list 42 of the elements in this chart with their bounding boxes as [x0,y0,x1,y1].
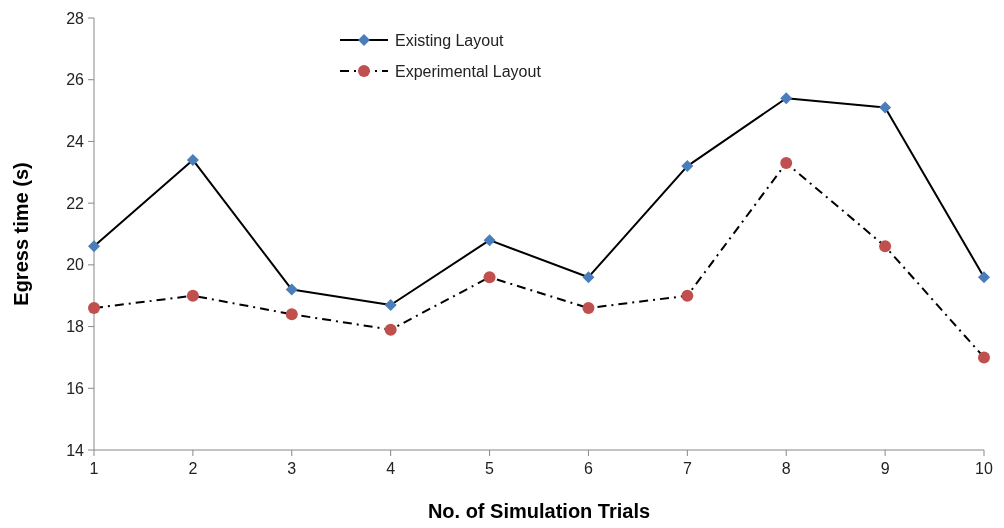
point [582,302,595,315]
point [582,271,595,284]
x-tick-label: 10 [975,460,993,477]
point [879,101,892,114]
y-tick-label: 28 [66,9,85,27]
point [88,240,100,253]
point [681,160,694,173]
point [483,234,496,247]
point [978,271,990,284]
y-tick-label: 20 [66,256,85,274]
point [285,283,298,296]
x-tick-label: 1 [89,460,99,477]
point [384,298,397,311]
legend-label: Experimental Layout [395,62,542,80]
point [879,240,892,253]
point [384,323,397,336]
point [186,153,199,166]
y-tick-label: 26 [66,71,85,89]
y-axis-title: Egress time (s) [10,162,32,306]
x-tick-label: 5 [485,460,495,477]
point [88,302,100,315]
x-tick-label: 6 [583,460,593,477]
point [681,289,694,302]
legend-label: Existing Layout [395,31,505,49]
point [285,308,298,321]
y-tick-label: 22 [66,194,85,212]
y-tick-label: 24 [66,133,85,151]
y-tick-label: 16 [66,379,85,397]
point [780,92,793,105]
x-tick-label: 9 [880,460,890,477]
y-tick-label: 18 [66,318,85,336]
x-tick-label: 3 [287,460,297,477]
x-tick-label: 2 [188,460,198,477]
x-tick-label: 8 [781,460,791,477]
x-tick-label: 7 [682,460,692,477]
y-tick-label: 14 [66,441,85,459]
point [978,351,990,364]
x-tick-label: 4 [386,460,396,477]
point [780,157,793,170]
x-axis-title: No. of Simulation Trials [427,500,651,522]
point [483,271,496,284]
point [186,289,199,302]
